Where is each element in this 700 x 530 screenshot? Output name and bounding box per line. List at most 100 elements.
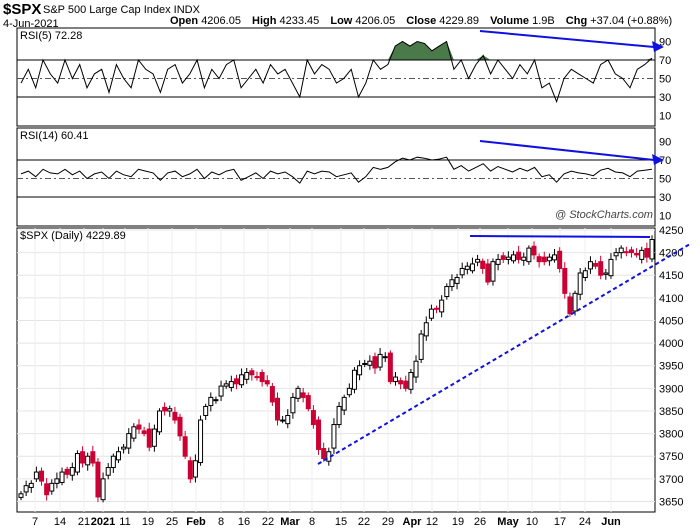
candle-up xyxy=(33,471,39,480)
candle-up xyxy=(608,258,614,277)
candle-up xyxy=(546,256,552,262)
candle-down xyxy=(39,470,45,482)
candle-down xyxy=(136,424,142,430)
candle-down xyxy=(80,451,86,464)
x-tick-label: 22 xyxy=(262,516,274,528)
candle-down xyxy=(182,436,188,457)
candle-up xyxy=(85,455,91,466)
symbol-title: $SPX xyxy=(3,1,42,18)
x-tick-label: 2021 xyxy=(91,516,115,528)
candle-up xyxy=(423,322,429,337)
x-tick-label: 16 xyxy=(238,516,250,528)
candle-down xyxy=(321,448,327,459)
candle-down xyxy=(187,460,193,480)
candle-up xyxy=(244,372,250,380)
candle-up xyxy=(69,467,75,476)
candle-up xyxy=(521,256,527,261)
rsi14-panel-frame xyxy=(16,127,656,227)
price-ytick-label: 3950 xyxy=(659,361,683,373)
candle-down xyxy=(162,406,168,412)
candle-up xyxy=(110,455,116,469)
candle-down xyxy=(269,386,275,403)
x-tick-label: 21 xyxy=(78,516,90,528)
candle-up xyxy=(157,410,163,433)
candle-up xyxy=(105,467,111,476)
candle-up xyxy=(552,254,558,261)
candle-up xyxy=(357,365,363,376)
candle-up xyxy=(59,471,65,483)
x-tick-label: 8 xyxy=(218,516,224,528)
candle-down xyxy=(500,255,506,260)
candle-up xyxy=(192,460,198,478)
candle-up xyxy=(23,485,29,493)
rsi5-divergence-trendline xyxy=(479,30,655,48)
candle-down xyxy=(310,410,316,426)
candle-down xyxy=(264,380,270,385)
candle-up xyxy=(526,247,532,263)
candle-down xyxy=(64,468,70,475)
resistance-trendline xyxy=(469,235,651,238)
watermark: @ StockCharts.com xyxy=(555,209,653,221)
candle-down xyxy=(634,253,640,256)
candle-down xyxy=(541,256,547,263)
candle-up xyxy=(603,272,609,275)
close-label: Close xyxy=(406,15,437,27)
candle-down xyxy=(254,376,260,379)
low-label: Low xyxy=(330,15,353,27)
x-tick-label: Mar xyxy=(280,516,300,528)
candle-up xyxy=(413,360,419,378)
candle-up xyxy=(346,387,352,396)
rsi5-title: RSI(5) 72.28 xyxy=(20,30,82,42)
candle-up xyxy=(408,372,414,390)
candle-up xyxy=(392,376,398,383)
high-value: 4233.45 xyxy=(279,15,320,27)
x-tick-label: 15 xyxy=(335,516,347,528)
close-value: 4229.89 xyxy=(439,15,480,27)
x-tick-label: 17 xyxy=(554,516,566,528)
candle-up xyxy=(618,247,624,254)
rsi14-divergence-trendline xyxy=(479,140,655,161)
x-tick-label: 12 xyxy=(426,516,438,528)
candle-down xyxy=(305,395,311,410)
rsi5-ytick-label: 10 xyxy=(659,111,671,123)
candle-up xyxy=(418,333,424,360)
price-ytick-label: 4100 xyxy=(659,293,683,305)
x-tick-label: 11 xyxy=(119,516,130,528)
candle-up xyxy=(285,415,291,425)
low-value: 4206.05 xyxy=(355,15,396,27)
rsi14-arrowhead-icon xyxy=(652,154,664,165)
x-tick-label: 14 xyxy=(54,516,66,528)
x-tick-label: 7 xyxy=(32,516,38,528)
rsi14-ytick-label: 70 xyxy=(659,155,671,167)
candle-up xyxy=(444,286,450,298)
price-ytick-label: 4250 xyxy=(659,225,683,237)
candle-up xyxy=(341,396,347,411)
price-ytick-label: 3650 xyxy=(659,496,683,508)
price-ytick-label: 4000 xyxy=(659,338,683,350)
support-trendline xyxy=(317,243,691,465)
chg-value: +37.04 (+0.88%) xyxy=(590,15,673,27)
candle-up xyxy=(351,369,357,390)
rsi14-title: RSI(14) 60.41 xyxy=(20,130,88,142)
rsi5-ytick-label: 70 xyxy=(659,55,671,67)
x-tick-label: 19 xyxy=(142,516,154,528)
candle-down xyxy=(598,261,604,276)
candle-up xyxy=(74,453,80,473)
candle-up xyxy=(167,408,173,412)
candle-down xyxy=(249,370,255,376)
candle-down xyxy=(300,392,306,398)
rsi14-ytick-label: 10 xyxy=(659,211,671,223)
x-tick-label: 10 xyxy=(526,516,538,528)
volume-value: 1.9B xyxy=(532,15,555,27)
price-ytick-label: 3800 xyxy=(659,429,683,441)
candle-down xyxy=(95,461,101,498)
candle-up xyxy=(18,493,24,498)
candle-down xyxy=(316,419,322,450)
candle-up xyxy=(449,279,455,288)
rsi14-ytick-label: 30 xyxy=(659,192,671,204)
candle-up xyxy=(572,292,578,312)
x-tick-label: 19 xyxy=(452,516,464,528)
candle-up xyxy=(464,265,470,270)
candle-up xyxy=(469,263,475,272)
volume-label: Volume xyxy=(490,15,530,27)
